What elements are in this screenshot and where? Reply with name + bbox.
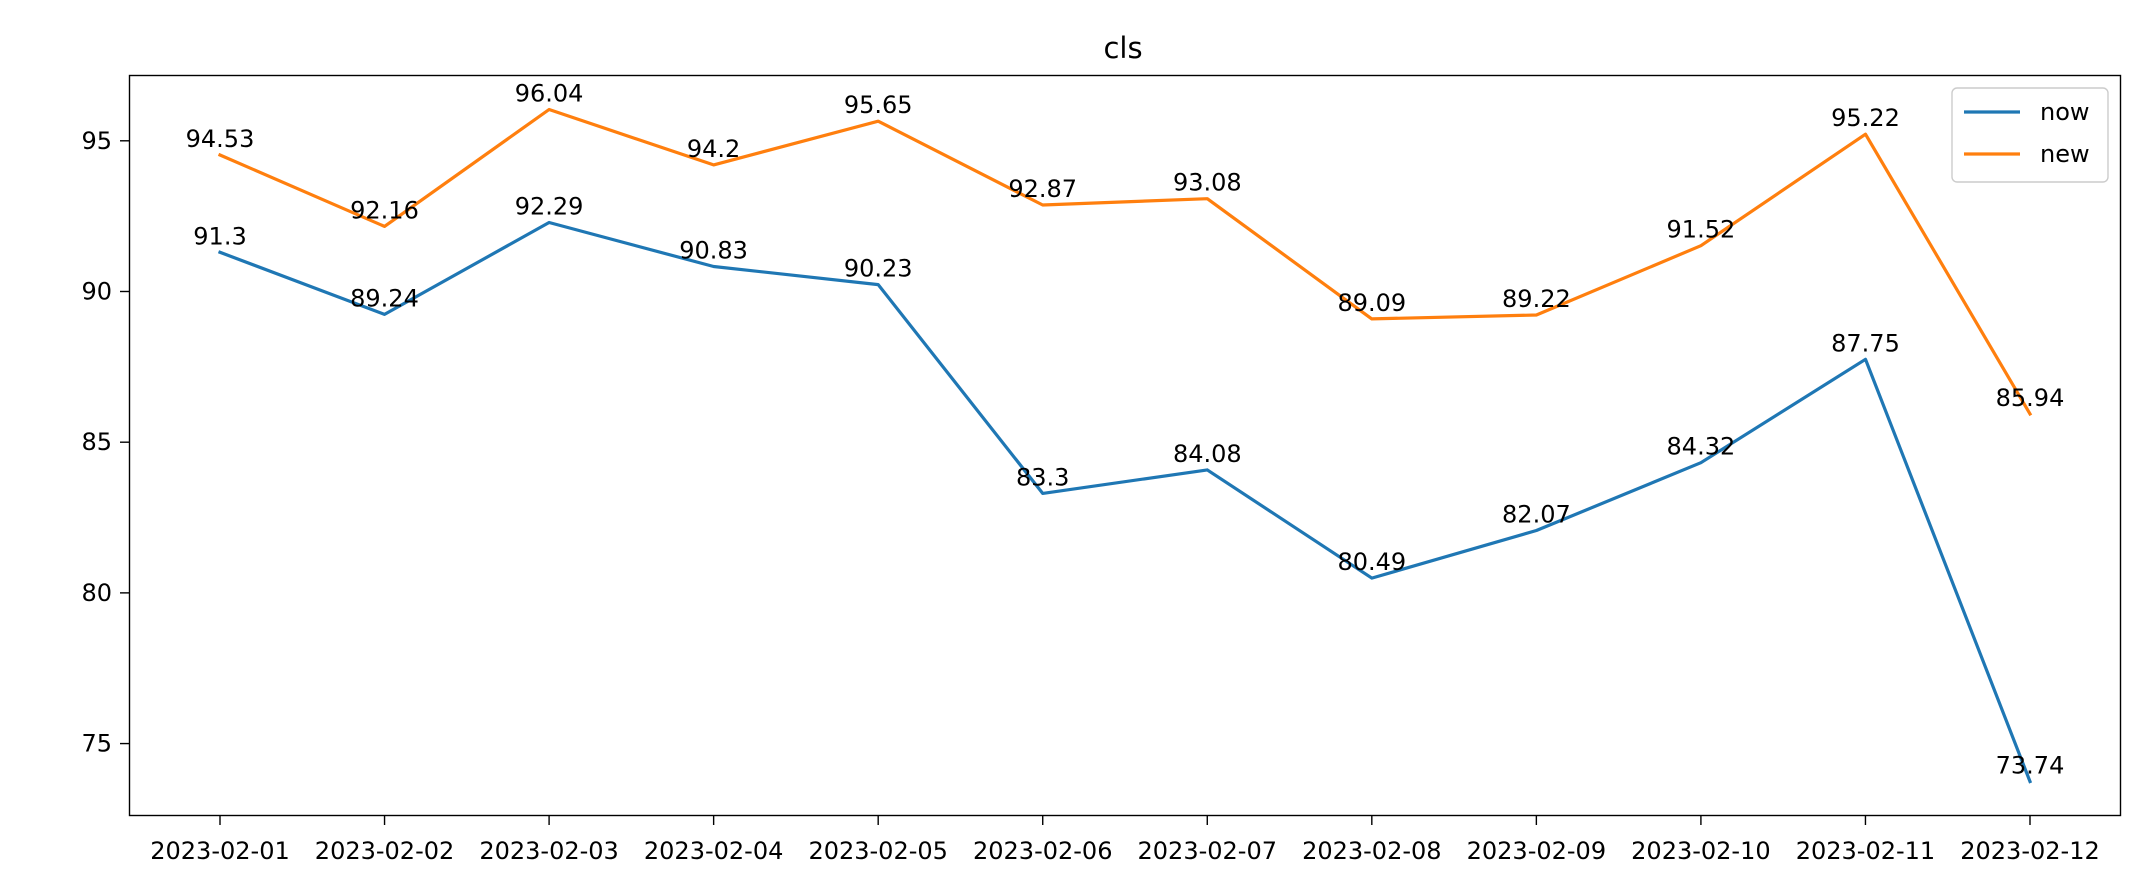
data-label-now-11: 73.74 — [1996, 752, 2065, 780]
x-tick-label: 2023-02-02 — [315, 837, 454, 865]
data-label-now-4: 90.23 — [844, 255, 913, 283]
data-label-new-4: 95.65 — [844, 91, 913, 119]
x-tick-label: 2023-02-04 — [644, 837, 783, 865]
data-label-now-8: 82.07 — [1502, 501, 1571, 529]
chart-title: cls — [1103, 31, 1142, 65]
legend-label-new: new — [2040, 140, 2090, 168]
data-label-new-3: 94.2 — [687, 135, 740, 163]
x-tick-label: 2023-02-06 — [973, 837, 1112, 865]
data-label-now-3: 90.83 — [679, 237, 748, 265]
x-tick-label: 2023-02-01 — [150, 837, 289, 865]
series-layer — [217, 107, 2033, 784]
data-label-now-9: 84.32 — [1667, 433, 1736, 461]
y-tick-label: 80 — [81, 579, 112, 607]
data-label-new-7: 89.09 — [1337, 289, 1406, 317]
data-label-now-1: 89.24 — [350, 284, 419, 312]
x-tick-label: 2023-02-03 — [479, 837, 618, 865]
x-tick-label: 2023-02-11 — [1796, 837, 1935, 865]
data-label-new-9: 91.52 — [1667, 216, 1736, 244]
data-label-new-0: 94.53 — [186, 125, 255, 153]
x-tick-label: 2023-02-07 — [1138, 837, 1277, 865]
axis-ticks: 2023-02-01 2023-02-02 2023-02-03 2023-02-04… — [81, 127, 2099, 865]
x-tick-label: 2023-02-05 — [808, 837, 947, 865]
plot-frame — [128, 74, 2122, 817]
data-label-new-6: 93.08 — [1173, 169, 1242, 197]
data-label-now-10: 87.75 — [1831, 329, 1900, 357]
data-label-new-11: 85.94 — [1996, 384, 2065, 412]
y-tick-label: 95 — [81, 127, 112, 155]
data-label-now-6: 84.08 — [1173, 440, 1242, 468]
data-labels: 91.3 89.24 92.29 90.83 90.23 83.3 84.08 80.49 82… — [186, 80, 2065, 780]
x-tick-label: 2023-02-08 — [1302, 837, 1441, 865]
data-label-new-8: 89.22 — [1502, 285, 1571, 313]
data-label-now-2: 92.29 — [515, 193, 584, 221]
data-label-new-5: 92.87 — [1008, 175, 1077, 203]
series-line-new — [217, 107, 2033, 417]
x-tick-label: 2023-02-09 — [1467, 837, 1606, 865]
data-label-now-0: 91.3 — [193, 222, 246, 250]
y-tick-label: 85 — [81, 428, 112, 456]
legend: now new — [1951, 87, 2109, 183]
data-label-now-5: 83.3 — [1016, 463, 1069, 491]
series-line-now — [217, 220, 2033, 784]
data-label-new-1: 92.16 — [350, 196, 419, 224]
x-tick-label: 2023-02-12 — [1960, 837, 2099, 865]
y-tick-label: 75 — [81, 730, 112, 758]
y-tick-label: 90 — [81, 277, 112, 305]
data-label-new-2: 96.04 — [515, 80, 584, 108]
x-tick-label: 2023-02-10 — [1631, 837, 1770, 865]
data-label-now-7: 80.49 — [1337, 548, 1406, 576]
legend-label-now: now — [2040, 98, 2090, 126]
data-label-new-10: 95.22 — [1831, 104, 1900, 132]
